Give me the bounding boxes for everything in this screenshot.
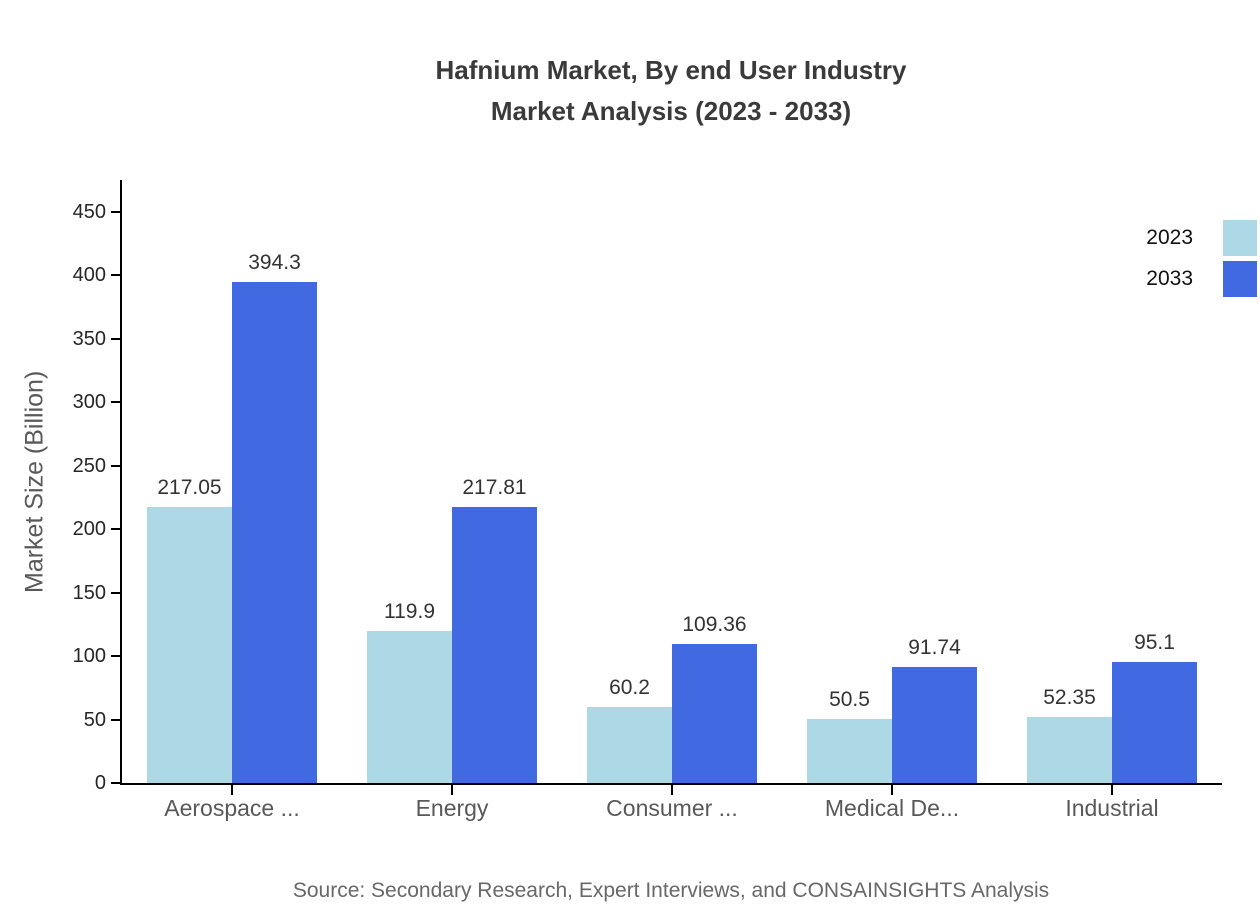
y-tick-label: 450 [72, 200, 106, 223]
bar-2023: 119.9 [367, 600, 452, 783]
bar-2023: 60.2 [587, 676, 672, 783]
bar-value-label: 109.36 [682, 613, 747, 637]
bar-value-label: 217.81 [462, 475, 527, 499]
source-note: Source: Secondary Research, Expert Inter… [292, 879, 1050, 902]
x-tick-mark [671, 785, 673, 795]
x-category-label: Industrial [1065, 795, 1159, 821]
bar-group: 50.5 91.74 Medical De... [782, 180, 1002, 821]
x-category-label: Aerospace ... [164, 795, 300, 821]
bar-2023: 217.05 [147, 476, 232, 783]
bars-container: 217.05 394.3 Aerospace ... 119.9 217.81 Energ… [122, 180, 1222, 821]
chart-title: Hafnium Market, By end User Industry Mar… [120, 50, 1222, 132]
bar-value-label: 50.5 [829, 687, 870, 711]
x-category-label: Energy [415, 795, 489, 821]
y-tick-mark [111, 718, 120, 721]
legend-item-2033: 2033 [1146, 261, 1257, 297]
legend-item-2023: 2023 [1146, 220, 1257, 256]
x-category-label: Consumer ... [606, 795, 738, 821]
y-tick-label: 250 [72, 454, 106, 477]
legend-label-2023: 2023 [1146, 226, 1193, 249]
y-tick-label: 400 [72, 264, 106, 287]
x-tick-mark [231, 785, 233, 795]
chart-title-line1: Hafnium Market, By end User Industry [435, 55, 907, 85]
bar-value-label: 119.9 [384, 599, 435, 623]
y-tick-label: 100 [72, 645, 106, 668]
y-tick-label: 300 [72, 391, 106, 414]
y-tick-mark [111, 528, 120, 531]
y-tick-mark [111, 274, 120, 277]
bar-2033: 394.3 [232, 251, 317, 783]
bar-value-label: 217.05 [157, 476, 222, 500]
x-tick-mark [1111, 785, 1113, 795]
bar-2033: 91.74 [892, 636, 977, 783]
y-tick-mark [111, 782, 120, 784]
x-tick-mark [891, 785, 893, 795]
bar-group: 52.35 95.1 Industrial [1002, 180, 1222, 821]
y-tick-mark [111, 591, 120, 594]
x-tick-mark [451, 785, 453, 795]
bar-2023: 52.35 [1027, 686, 1112, 783]
y-tick-mark [111, 655, 120, 658]
y-tick-mark [111, 337, 120, 340]
legend-swatch-2023 [1223, 220, 1257, 256]
bar-value-label: 95.1 [1134, 631, 1175, 655]
y-tick-mark [111, 210, 120, 213]
bar-2033: 217.81 [452, 476, 537, 783]
bar-group: 217.05 394.3 Aerospace ... [122, 180, 342, 821]
x-category-label: Medical De... [824, 795, 960, 821]
legend-label-2033: 2033 [1146, 267, 1193, 290]
bar-group: 60.2 109.36 Consumer ... [562, 180, 782, 821]
y-axis: 0 50 100 150 200 250 300 350 400 450 [73, 180, 1222, 793]
y-tick-label: 150 [72, 581, 106, 604]
bar-value-label: 52.35 [1043, 685, 1096, 709]
bar-2033: 95.1 [1112, 631, 1197, 783]
legend-swatch-2033 [1223, 261, 1257, 297]
plot-area: 0 50 100 150 200 250 300 350 400 450 217.05 394.3 A… [73, 180, 1222, 821]
bar-value-label: 60.2 [609, 675, 650, 699]
y-tick-mark [111, 464, 120, 467]
bar-2033: 109.36 [672, 613, 757, 783]
bar-2023: 50.5 [807, 688, 892, 783]
bar-group: 119.9 217.81 Energy [342, 180, 562, 821]
y-tick-label: 50 [83, 708, 106, 731]
bar-value-label: 91.74 [908, 635, 961, 659]
y-tick-mark [111, 401, 120, 404]
chart-title-line2: Market Analysis (2023 - 2033) [490, 96, 852, 126]
bar-value-label: 394.3 [248, 251, 301, 275]
y-tick-label: 200 [72, 518, 106, 541]
y-tick-label: 0 [94, 772, 106, 794]
y-tick-label: 350 [72, 327, 106, 350]
legend: 2023 2033 [1146, 220, 1257, 297]
